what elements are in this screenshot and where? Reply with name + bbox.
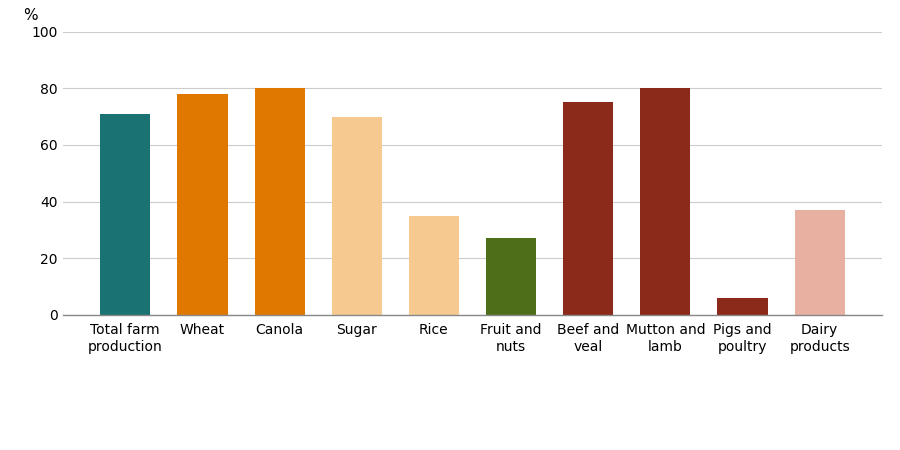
Bar	[177, 94, 228, 315]
Bar	[563, 103, 613, 315]
Bar	[409, 216, 459, 315]
Bar	[100, 114, 150, 315]
Y-axis label: %: %	[22, 8, 38, 23]
Bar	[255, 88, 305, 315]
Bar	[332, 117, 382, 315]
Bar	[795, 210, 845, 315]
Bar	[717, 298, 768, 315]
Bar	[640, 88, 690, 315]
Bar	[486, 238, 536, 315]
